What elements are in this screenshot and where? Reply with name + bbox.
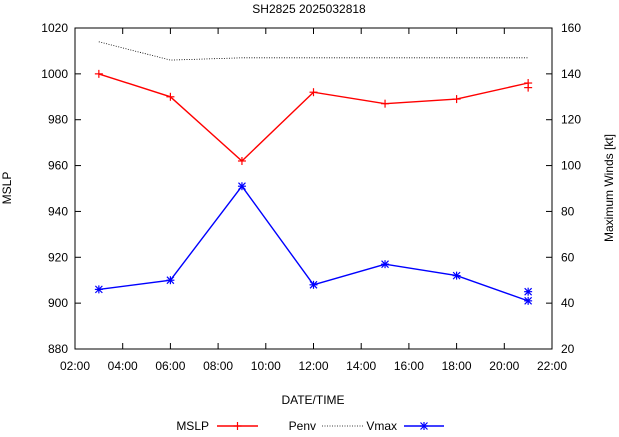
legend-label: MSLP xyxy=(176,419,209,432)
x-axis: 02:00 04:00 06:00 08:00 10:00 12:00 14:00 16:00… xyxy=(60,28,567,373)
data-point-mslp xyxy=(94,69,103,78)
legend-entry-vmax: Vmax xyxy=(366,419,444,433)
left-tick-label: 900 xyxy=(48,296,68,310)
left-tick-label: 1000 xyxy=(41,67,68,81)
x-tick-label: 16:00 xyxy=(394,359,424,373)
x-tick-label: 04:00 xyxy=(108,359,138,373)
left-tick-label: 940 xyxy=(48,204,68,218)
left-tick-label: 960 xyxy=(48,159,68,173)
data-point-vmax xyxy=(381,260,390,269)
data-point-vmax xyxy=(524,287,533,296)
legend-label: Penv xyxy=(289,419,316,432)
legend-label: Vmax xyxy=(366,419,397,432)
x-tick-label: 22:00 xyxy=(537,359,567,373)
data-point-vmax xyxy=(309,280,318,289)
right-axis: 20 40 60 80 100 120 140 160 xyxy=(546,21,581,356)
x-tick-label: 20:00 xyxy=(489,359,519,373)
x-tick-label: 12:00 xyxy=(298,359,328,373)
right-tick-label: 20 xyxy=(561,342,575,356)
data-point-vmax xyxy=(94,285,103,294)
data-point-mslp xyxy=(237,156,246,165)
right-tick-label: 140 xyxy=(561,67,581,81)
data-point-vmax xyxy=(166,276,175,285)
data-point-vmax xyxy=(237,182,246,191)
x-tick-label: 18:00 xyxy=(442,359,472,373)
x-tick-label: 14:00 xyxy=(346,359,376,373)
left-axis: 880 900 920 940 960 980 1000 1020 xyxy=(41,21,81,356)
series-line-penv xyxy=(98,41,529,61)
left-tick-label: 880 xyxy=(48,342,68,356)
right-tick-label: 100 xyxy=(561,159,581,173)
data-point-mslp xyxy=(452,95,461,104)
x-axis-title: DATE/TIME xyxy=(281,393,344,407)
plot-frame xyxy=(74,27,553,350)
series-line-mslp xyxy=(98,73,529,162)
right-tick-label: 120 xyxy=(561,113,581,127)
data-point-mslp xyxy=(524,83,533,92)
left-tick-label: 1020 xyxy=(41,21,68,35)
right-tick-label: 40 xyxy=(561,296,575,310)
right-tick-label: 80 xyxy=(561,204,575,218)
left-tick-label: 920 xyxy=(48,250,68,264)
series-layer xyxy=(94,41,533,305)
legend: MSLP Penv Vmax xyxy=(176,419,444,433)
data-point-vmax xyxy=(452,271,461,280)
data-point-vmax xyxy=(524,296,533,305)
y-axis-right-title: Maximum Winds [kt] xyxy=(602,134,616,242)
right-tick-label: 60 xyxy=(561,250,575,264)
legend-entry-penv: Penv xyxy=(289,419,363,433)
x-tick-label: 08:00 xyxy=(203,359,233,373)
x-tick-label: 02:00 xyxy=(60,359,90,373)
data-point-mslp xyxy=(381,99,390,108)
chart-title: SH2825 2025032818 xyxy=(252,2,366,16)
y-axis-left-title: MSLP xyxy=(0,172,14,205)
right-tick-label: 160 xyxy=(561,21,581,35)
x-tick-label: 06:00 xyxy=(155,359,185,373)
data-point-mslp xyxy=(309,88,318,97)
left-tick-label: 980 xyxy=(48,113,68,127)
x-tick-label: 10:00 xyxy=(251,359,281,373)
data-point-mslp xyxy=(166,92,175,101)
legend-entry-mslp: MSLP xyxy=(176,419,258,433)
